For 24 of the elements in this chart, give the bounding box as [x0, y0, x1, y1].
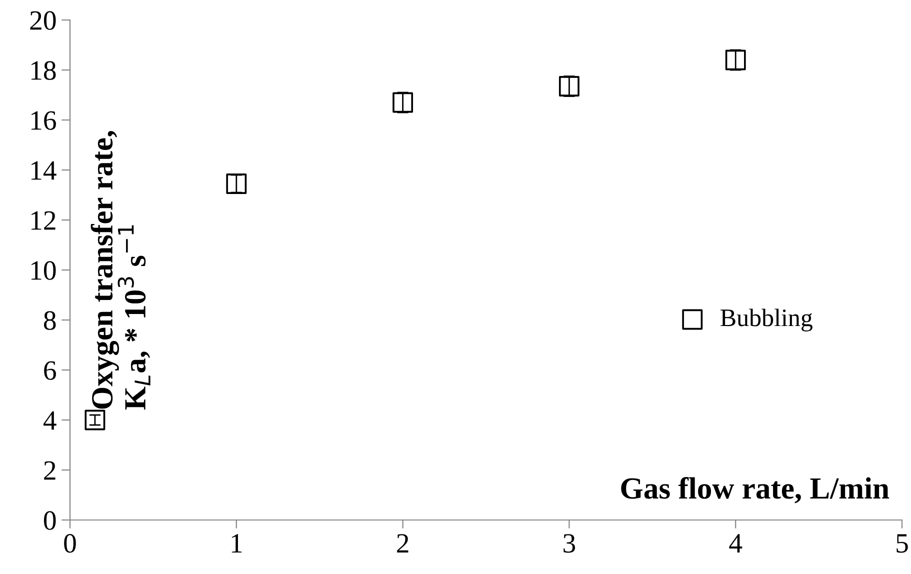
x-tick-label: 3 — [564, 534, 576, 553]
point — [725, 50, 746, 70]
y-axis-title: Oxygen transfer rate, K$_{L}$a, * 10$^{3}$ s$^{−1}$ — [90, 131, 150, 410]
legend-label: Bubbling — [720, 308, 812, 332]
y-tick-label: 14 — [31, 161, 56, 180]
y-tick-label: 2 — [44, 461, 56, 480]
y-tick-label: 4 — [43, 411, 56, 430]
x-tick-label: 2 — [397, 534, 408, 552]
y-tick-label: 18 — [31, 61, 56, 80]
y-tick-label: 10 — [31, 261, 56, 280]
y-tick-label: 20 — [30, 11, 56, 30]
x-tick-label: 0 — [64, 534, 76, 553]
x-tick-label: 4 — [729, 534, 742, 552]
y-tick-label: 0 — [44, 511, 56, 530]
x-tick-label: 5 — [896, 534, 908, 553]
y-tick-label: 8 — [44, 311, 56, 330]
y-tick-label: 6 — [44, 361, 56, 380]
x-axis-title: Gas flow rate, L/min — [621, 476, 890, 504]
x-tick-label: 1 — [232, 534, 242, 552]
point — [84, 410, 106, 430]
point — [392, 92, 414, 113]
y-tick-label: 16 — [31, 111, 56, 130]
point — [558, 76, 580, 96]
y-tick-label: 12 — [31, 211, 56, 230]
